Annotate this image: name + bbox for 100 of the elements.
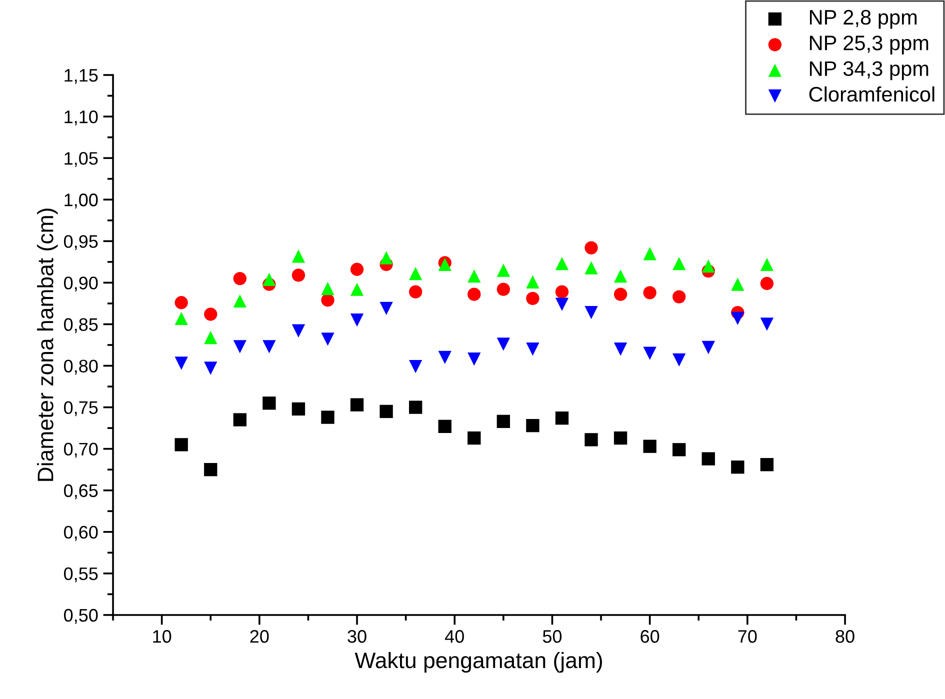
point	[496, 264, 510, 277]
point	[204, 308, 218, 321]
point	[174, 438, 188, 452]
point	[380, 251, 393, 264]
point	[380, 302, 393, 316]
point	[555, 285, 569, 298]
point	[643, 346, 656, 360]
point	[350, 398, 364, 412]
point	[526, 342, 540, 356]
y-tick-label: 0,95	[64, 235, 98, 250]
point	[526, 275, 540, 288]
point	[672, 256, 686, 270]
point	[760, 276, 774, 290]
point	[233, 340, 246, 354]
point	[702, 259, 715, 273]
point	[438, 350, 452, 364]
point	[408, 360, 422, 374]
point	[614, 431, 628, 445]
point	[555, 298, 569, 311]
point	[672, 290, 686, 304]
point	[350, 262, 364, 276]
x-axis-title: Waktu pengamatan (jam)	[354, 652, 602, 673]
point	[321, 410, 334, 424]
point	[174, 356, 188, 370]
point	[204, 463, 218, 476]
y-axis-title: Diameter zona hambat (cm)	[37, 208, 58, 481]
point	[584, 241, 598, 254]
y-tick-label: 0,80	[64, 360, 98, 375]
x-tick-label: 40	[444, 630, 464, 643]
point	[233, 413, 246, 426]
point	[672, 443, 686, 456]
point	[174, 312, 188, 325]
point	[468, 288, 481, 301]
point	[643, 247, 656, 260]
point	[174, 296, 188, 310]
point	[233, 272, 246, 286]
legend-label: NP 2,8 ppm	[810, 10, 917, 29]
y-tick-label: 0,60	[64, 526, 98, 541]
point	[672, 353, 686, 367]
x-tick-label: 20	[250, 630, 269, 643]
y-tick-label: 0,90	[64, 276, 98, 292]
point	[233, 294, 246, 308]
point	[731, 278, 744, 291]
point	[438, 420, 452, 433]
y-tick-label: 1,00	[64, 194, 98, 208]
point	[584, 306, 598, 320]
x-tick-label: 30	[348, 630, 366, 643]
point	[584, 261, 598, 274]
point	[643, 440, 656, 453]
y-tick-label: 0,55	[64, 567, 98, 582]
point	[731, 312, 744, 325]
point	[292, 402, 306, 416]
point	[408, 400, 422, 414]
point	[702, 452, 715, 466]
x-tick-label: 60	[640, 630, 660, 643]
point	[321, 332, 334, 346]
point	[760, 258, 774, 271]
y-tick-label: 0,85	[64, 318, 98, 334]
x-tick-label: 50	[542, 630, 562, 643]
point	[526, 418, 540, 432]
point	[760, 458, 774, 472]
point	[584, 433, 598, 446]
y-tick-label: 1,05	[64, 152, 98, 167]
point	[526, 292, 540, 306]
point	[702, 340, 715, 354]
point	[614, 288, 628, 301]
point	[555, 412, 569, 425]
point	[731, 460, 744, 474]
point	[321, 294, 334, 307]
point	[408, 266, 422, 280]
y-tick-label: 0,65	[64, 484, 98, 500]
legend-label: Cloramfenicol	[809, 86, 934, 102]
y-tick-label: 0,70	[64, 442, 98, 458]
point	[262, 272, 276, 286]
legend-label: NP 34,3 ppm	[810, 61, 928, 80]
point	[496, 338, 510, 351]
x-tick-label: 10	[153, 630, 172, 643]
y-tick-label: 0,50	[64, 608, 98, 624]
point	[614, 342, 628, 356]
point	[292, 250, 306, 263]
point	[262, 396, 276, 410]
y-tick-label: 1,10	[64, 110, 98, 126]
point	[496, 282, 510, 296]
point	[321, 282, 334, 296]
point	[350, 313, 364, 327]
point	[380, 404, 393, 418]
point	[292, 268, 306, 282]
point	[643, 286, 656, 300]
point	[204, 330, 218, 344]
point	[468, 431, 481, 445]
point	[760, 318, 774, 331]
point	[350, 282, 364, 296]
point	[262, 340, 276, 354]
point	[614, 269, 628, 283]
x-tick-label: 70	[738, 630, 757, 643]
point	[204, 362, 218, 375]
point	[408, 285, 422, 298]
x-tick-label: 80	[836, 630, 854, 643]
point	[555, 256, 569, 270]
legend-label: NP 25,3 ppm	[810, 36, 928, 54]
